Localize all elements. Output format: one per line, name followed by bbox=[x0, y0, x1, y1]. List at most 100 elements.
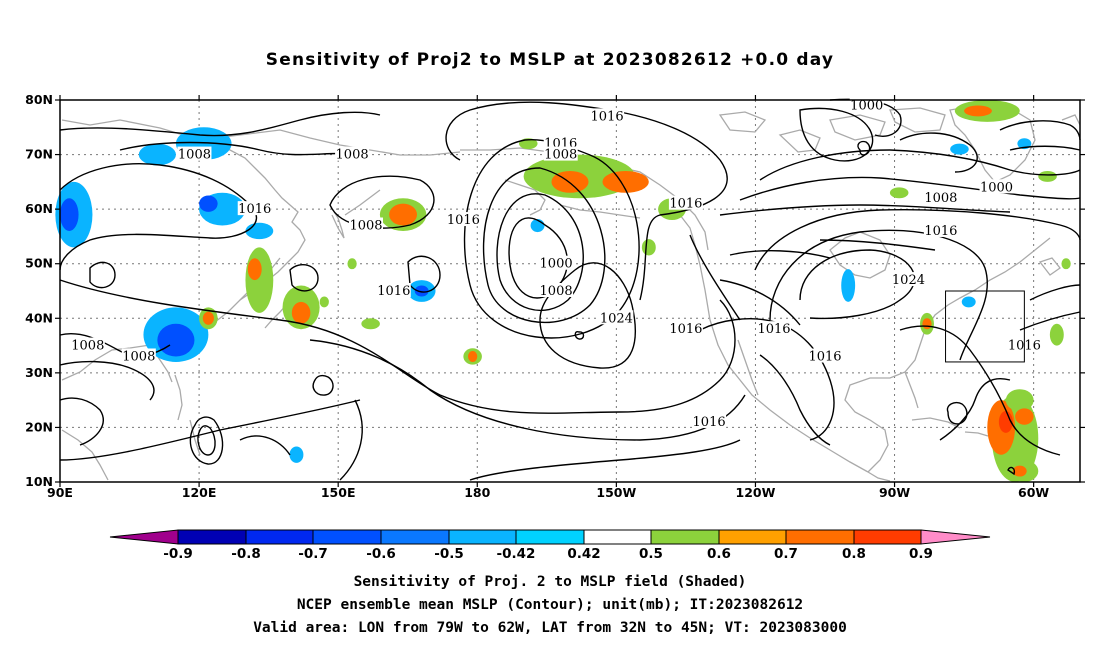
colorbar-label: 0.8 bbox=[842, 546, 866, 562]
colorbar-label: -0.7 bbox=[298, 546, 328, 562]
contour-label: 1000 bbox=[850, 98, 883, 113]
sensitivity-blob bbox=[841, 269, 856, 302]
contour-label: 1024 bbox=[600, 311, 633, 326]
contour-label-bg bbox=[349, 217, 383, 232]
lon-label: 90W bbox=[879, 485, 910, 500]
contour-label-bg bbox=[70, 337, 105, 352]
contour-label-bg bbox=[808, 348, 842, 363]
sensitivity-blob bbox=[922, 318, 932, 330]
contour-label-bg bbox=[668, 321, 703, 336]
sensitivity-blob bbox=[247, 258, 262, 281]
sensitivity-blob bbox=[347, 258, 357, 270]
colorbar-segment bbox=[515, 529, 585, 545]
contour-label: 1016 bbox=[693, 415, 726, 430]
contour-label: 1016 bbox=[757, 322, 790, 337]
colorbar-segment bbox=[583, 529, 652, 545]
sensitivity-blob bbox=[199, 195, 218, 212]
colorbar-label: 0.6 bbox=[707, 546, 731, 562]
contour-label-bg bbox=[177, 146, 212, 161]
contour-label-bg bbox=[599, 310, 634, 325]
lat-label: 50N bbox=[25, 256, 53, 271]
lon-label: 180 bbox=[464, 485, 490, 500]
colorbar-segment bbox=[312, 529, 382, 545]
contour-label: 1016 bbox=[591, 109, 624, 124]
caption-contour: NCEP ensemble mean MSLP (Contour); unit(… bbox=[296, 597, 804, 613]
sensitivity-blob bbox=[157, 323, 195, 357]
colorbar-label: -0.9 bbox=[163, 546, 193, 562]
sensitivity-blob bbox=[414, 285, 429, 297]
colorbar-segment bbox=[853, 529, 922, 545]
contour-label-bg bbox=[692, 413, 727, 428]
map-title: Sensitivity of Proj2 to MSLP at 20230826… bbox=[265, 50, 835, 70]
caption-valid-area: Valid area: LON from 79W to 62W, LAT fro… bbox=[253, 620, 847, 636]
lat-label: 60N bbox=[25, 201, 53, 216]
contour-label: 1000 bbox=[980, 180, 1013, 195]
contour-label-bg bbox=[446, 212, 481, 227]
contour-label-bg bbox=[849, 97, 884, 112]
contour-label: 1008 bbox=[178, 148, 211, 163]
contour-label: 1008 bbox=[924, 191, 957, 206]
colorbar: -0.9 -0.8 -0.7 -0.6 -0.5 -0.42 0.42 0.5 0.6 0.7 0.… bbox=[109, 529, 991, 562]
colorbar-segment bbox=[380, 529, 450, 545]
sensitivity-blob bbox=[291, 301, 311, 324]
contour-label-bg bbox=[335, 146, 370, 161]
contour-label: 1024 bbox=[892, 273, 925, 288]
sensitivity-blob bbox=[468, 351, 478, 362]
sensitivity-blob bbox=[202, 311, 214, 325]
contour-label-bg bbox=[376, 283, 411, 297]
lon-label: 60W bbox=[1018, 485, 1049, 500]
sensitivity-blob bbox=[389, 203, 417, 226]
sensitivity-blob bbox=[964, 105, 992, 117]
contour-label-bg bbox=[543, 146, 578, 161]
colorbar-segment bbox=[785, 529, 855, 545]
contour-label: 1008 bbox=[71, 339, 104, 354]
sensitivity-blob bbox=[1038, 170, 1057, 182]
colorbar-segment bbox=[448, 529, 517, 545]
lat-label: 70N bbox=[25, 147, 53, 162]
sensitivity-blob bbox=[289, 446, 304, 463]
colorbar-segment bbox=[177, 529, 247, 545]
caption-shaded: Sensitivity of Proj. 2 to MSLP field (Sh… bbox=[353, 574, 747, 590]
sensitivity-blob bbox=[1012, 465, 1027, 477]
contour-label-bg bbox=[539, 255, 574, 270]
sensitivity-blob bbox=[641, 239, 656, 256]
lon-label: 90E bbox=[47, 485, 73, 500]
colorbar-segment bbox=[650, 529, 720, 545]
sensitivity-blob bbox=[245, 222, 274, 240]
contour-label-bg bbox=[923, 190, 958, 205]
contour-label-bg bbox=[237, 201, 272, 216]
colorbar-label: -0.6 bbox=[366, 546, 396, 562]
contour-label: 1008 bbox=[544, 148, 577, 163]
mslp-contours bbox=[59, 98, 1081, 481]
contour-label-bg bbox=[121, 348, 156, 363]
lon-label: 120E bbox=[182, 485, 217, 500]
sensitivity-blob bbox=[138, 143, 176, 166]
lat-label: 40N bbox=[25, 310, 53, 325]
contour-label: 1008 bbox=[540, 284, 573, 299]
colorbar-arrow-left bbox=[109, 529, 179, 545]
lat-label: 30N bbox=[25, 365, 53, 380]
lat-label: 10N bbox=[25, 474, 53, 489]
contour-label: 1016 bbox=[669, 197, 702, 212]
colorbar-arrow-right bbox=[920, 529, 991, 545]
valid-area-box bbox=[945, 290, 1025, 363]
contour-label: 1016 bbox=[238, 202, 271, 217]
contour-label: 1016 bbox=[447, 213, 480, 228]
contour-label: 1016 bbox=[924, 224, 957, 239]
contour-label: 1016 bbox=[669, 322, 702, 337]
contour-label-bg bbox=[543, 135, 578, 150]
contour-label: 1000 bbox=[540, 257, 573, 272]
lon-label: 120W bbox=[736, 485, 776, 500]
contour-label-bg bbox=[757, 321, 791, 336]
colorbar-label: -0.42 bbox=[497, 546, 536, 562]
contour-label: 1008 bbox=[336, 148, 369, 163]
map-frame bbox=[59, 99, 1081, 483]
colorbar-segment bbox=[718, 529, 787, 545]
colorbar-segment bbox=[245, 529, 314, 545]
sensitivity-blob bbox=[1005, 389, 1034, 412]
contour-label-bg bbox=[979, 179, 1014, 194]
contour-label: 1008 bbox=[122, 349, 155, 364]
colorbar-label: 0.5 bbox=[639, 546, 663, 562]
contour-label: 1016 bbox=[377, 284, 410, 299]
sensitivity-blob bbox=[361, 318, 380, 330]
